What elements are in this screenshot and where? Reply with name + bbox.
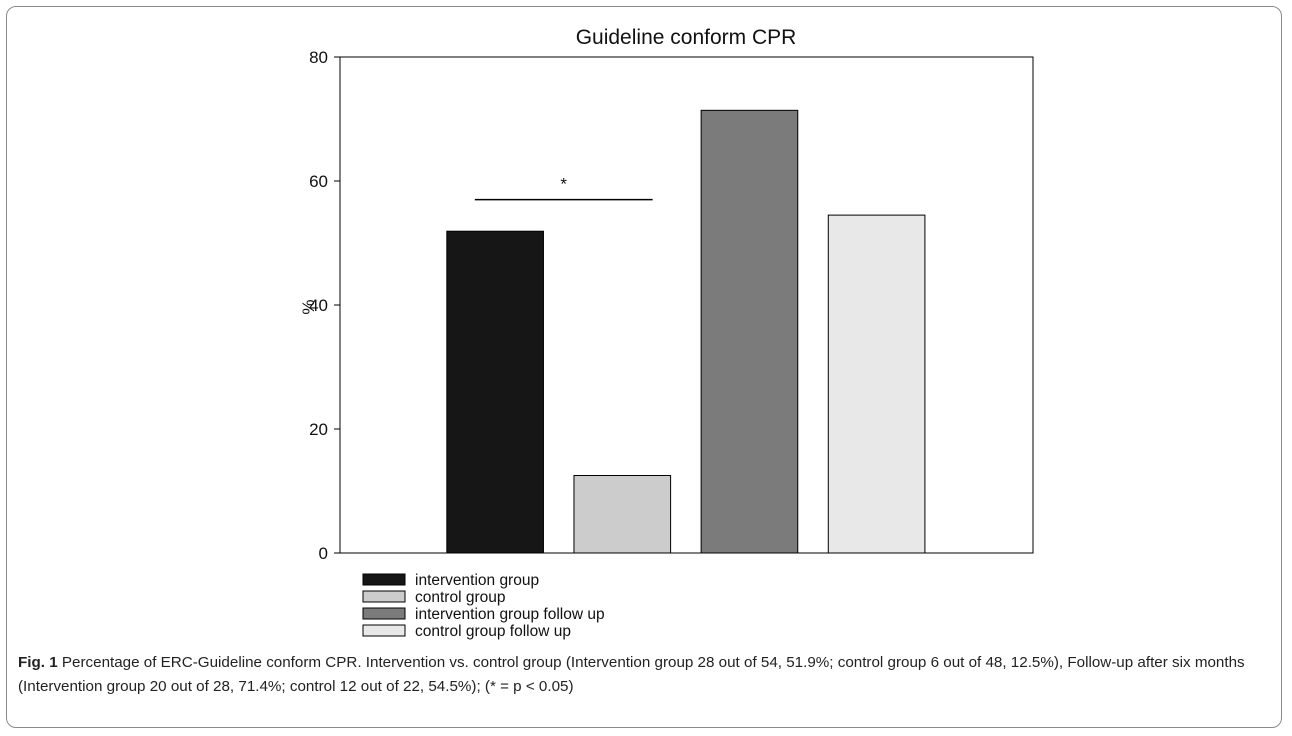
y-tick-label: 0	[319, 544, 328, 563]
figure-caption: Fig. 1 Percentage of ERC-Guideline confo…	[18, 651, 1270, 699]
significance-annotation: *	[474, 175, 653, 201]
legend-label: control group	[415, 589, 505, 606]
y-tick-label: 40	[309, 296, 328, 315]
y-axis-label: %	[299, 299, 318, 314]
bar-intervention-group-follow-up	[700, 109, 799, 554]
legend-swatch	[362, 590, 406, 603]
figure-frame	[6, 6, 1282, 728]
figure-label: Fig. 1	[18, 654, 58, 671]
y-tick-label: 60	[309, 172, 328, 191]
chart-title: Guideline conform CPR	[576, 26, 797, 49]
legend-label: control group follow up	[415, 623, 571, 640]
bar-chart: Guideline conform CPR % 0 20 40 60 80 * inte…	[299, 26, 1034, 640]
significance-star: *	[560, 175, 567, 194]
legend-label: intervention group	[415, 572, 539, 589]
bar-control-group-follow-up	[827, 214, 926, 554]
y-axis-ticks: 0 20 40 60 80	[309, 48, 340, 563]
legend-swatch	[362, 624, 406, 637]
legend-label: intervention group follow up	[415, 606, 605, 623]
caption-text: Percentage of ERC-Guideline conform CPR.…	[18, 654, 1245, 695]
legend-swatch	[362, 607, 406, 620]
plot-frame	[339, 56, 1034, 554]
y-tick-label: 80	[309, 48, 328, 67]
y-tick-label: 20	[309, 420, 328, 439]
bar-control-group	[573, 475, 672, 554]
bars	[446, 109, 926, 554]
bar-intervention-group	[446, 230, 544, 554]
legend-swatch	[362, 573, 406, 586]
